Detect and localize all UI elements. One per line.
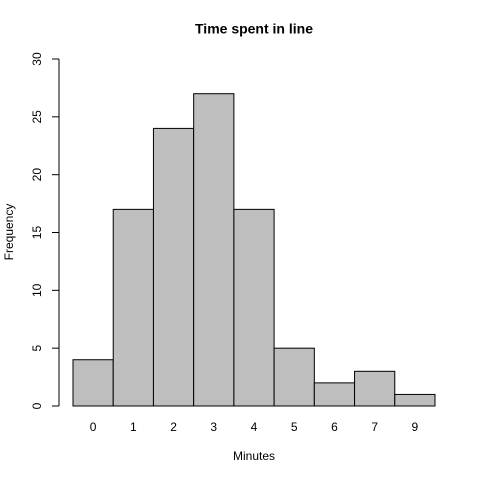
- y-tick-label: 20: [30, 168, 44, 182]
- bar: [273, 347, 315, 407]
- y-tick-label: 5: [30, 345, 44, 352]
- y-tick-label: 30: [30, 52, 44, 66]
- bar: [152, 127, 195, 407]
- bar: [354, 370, 396, 407]
- y-tick-label: 25: [30, 110, 44, 124]
- x-tick-label: 9: [412, 420, 419, 434]
- bar: [193, 93, 235, 407]
- x-tick-label: 2: [170, 420, 177, 434]
- y-tick-label: 10: [30, 283, 44, 297]
- x-tick-label: 1: [130, 420, 137, 434]
- bar: [394, 393, 436, 407]
- bar: [72, 359, 114, 407]
- x-tick-label: 7: [371, 420, 378, 434]
- x-axis-label: Minutes: [233, 449, 275, 463]
- y-axis-label: Frequency: [2, 204, 16, 261]
- bar: [313, 382, 356, 407]
- chart-title: Time spent in line: [195, 21, 313, 37]
- bar: [112, 208, 154, 407]
- x-tick-label: 0: [90, 420, 97, 434]
- x-tick-label: 5: [291, 420, 298, 434]
- y-tick-label: 0: [30, 402, 44, 409]
- y-tick-label: 15: [30, 226, 44, 240]
- x-tick-label: 4: [251, 420, 258, 434]
- bar: [233, 208, 275, 407]
- x-tick-label: 3: [210, 420, 217, 434]
- x-tick-label: 6: [331, 420, 338, 434]
